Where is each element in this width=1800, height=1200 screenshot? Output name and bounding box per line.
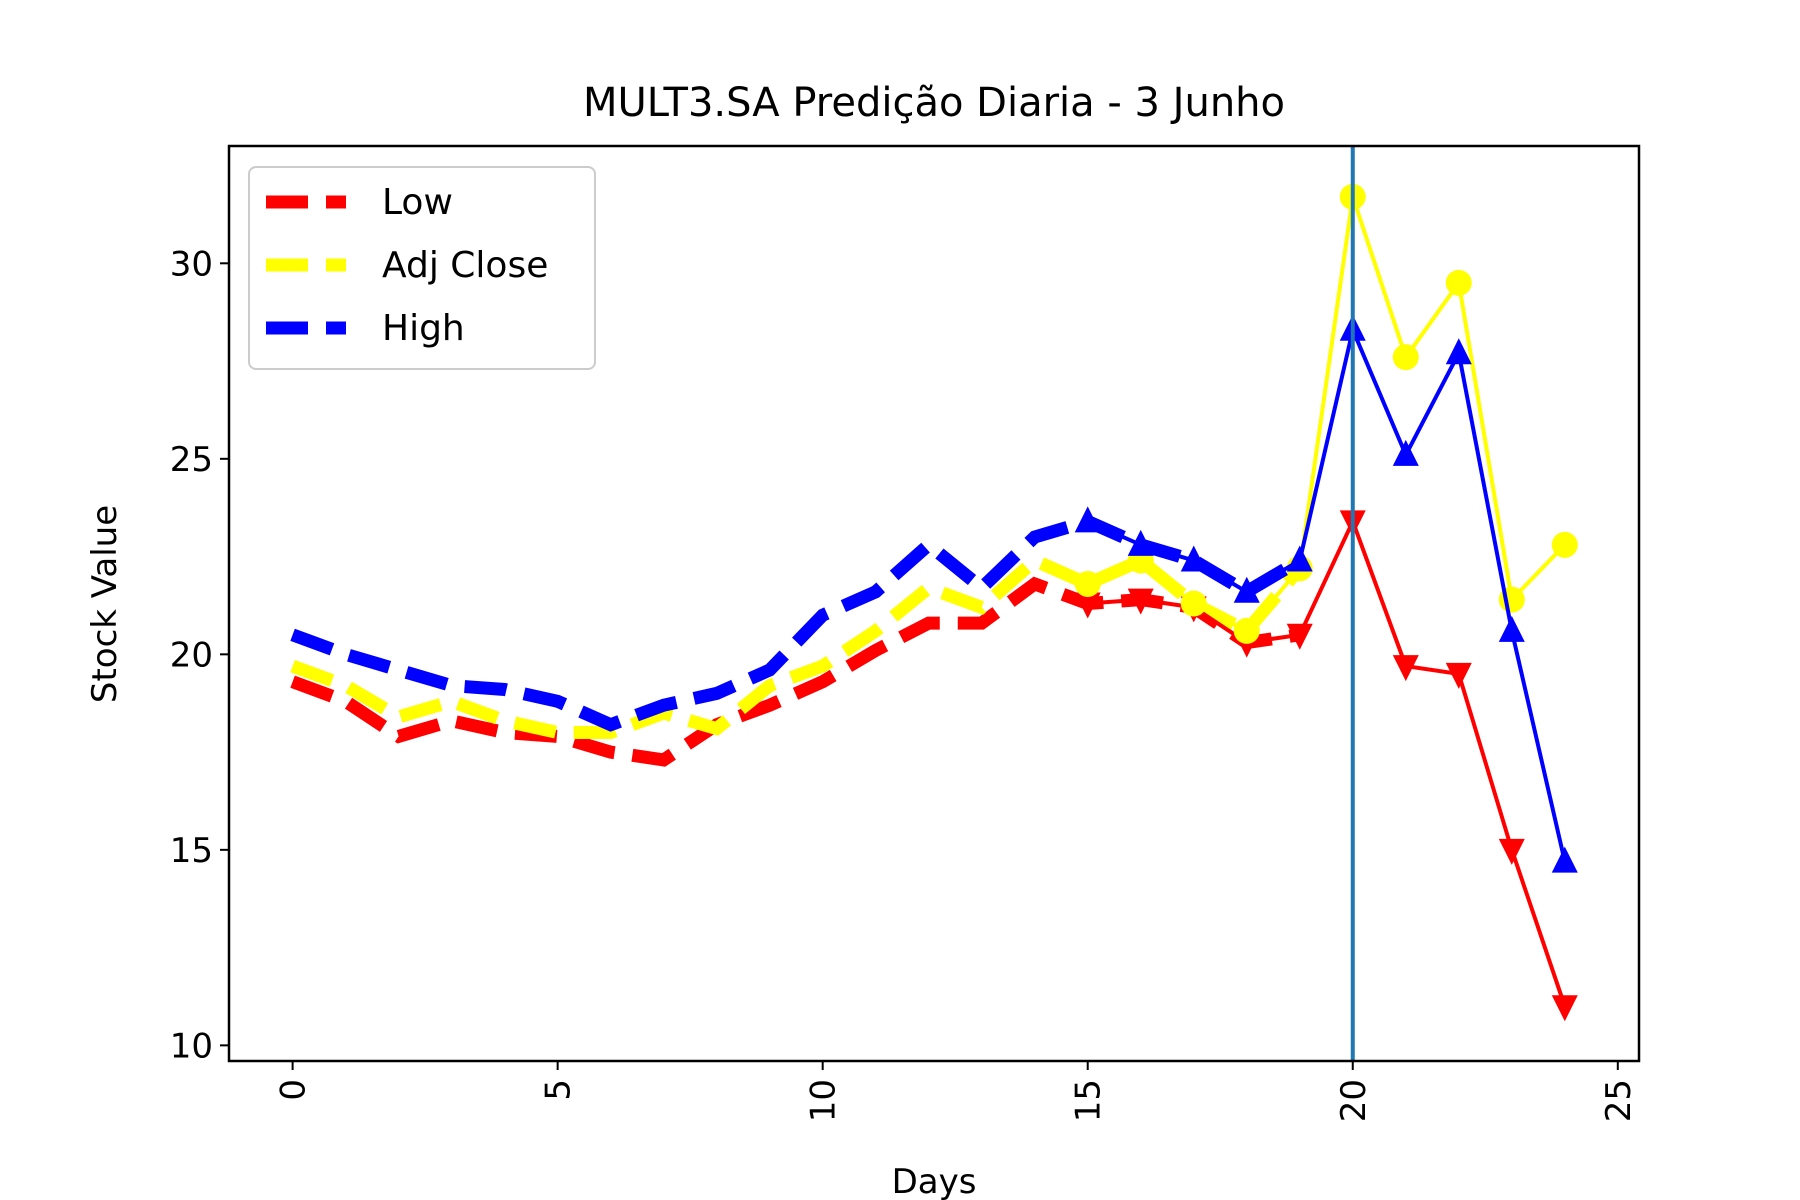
x-axis-label: Days [892, 1162, 977, 1200]
data-point [1551, 531, 1578, 558]
chart-title: MULT3.SA Predição Diaria - 3 Junho [583, 80, 1285, 126]
legend-box [248, 166, 596, 370]
data-point [1392, 439, 1419, 466]
y-tick-label: 15 [170, 831, 213, 871]
y-tick-label: 25 [170, 440, 213, 480]
data-point [1127, 588, 1154, 615]
data-point [1445, 338, 1472, 365]
data-point [1392, 344, 1419, 371]
y-tick-label: 30 [170, 244, 213, 284]
data-point [1286, 623, 1313, 650]
data-point [1233, 617, 1260, 644]
x-tick-label: 20 [1334, 1079, 1374, 1122]
data-point [1445, 662, 1472, 689]
x-tick-label: 0 [274, 1079, 314, 1101]
x-tick-label: 10 [804, 1079, 844, 1122]
legend-label: Adj Close [382, 245, 548, 286]
data-point [1392, 655, 1419, 682]
plot-frame [227, 144, 1641, 1063]
data-point [1180, 545, 1207, 572]
x-tick-label: 25 [1599, 1079, 1639, 1122]
data-point [1074, 506, 1101, 533]
data-point [1498, 615, 1525, 642]
data-point [1127, 529, 1154, 556]
x-tick-label: 5 [539, 1079, 579, 1101]
y-tick-label: 20 [170, 635, 213, 675]
series-line-predicted-High [1086, 323, 1567, 863]
y-tick-label: 10 [170, 1026, 213, 1066]
y-axis: 10 15 20 25 30 [170, 244, 229, 1066]
x-tick-label: 15 [1069, 1079, 1109, 1122]
data-point [1286, 545, 1313, 572]
data-point [1551, 995, 1578, 1022]
legend: Low Adj Close High [248, 166, 596, 370]
series-line-predicted-Adj Close [1086, 196, 1567, 634]
data-point [1498, 838, 1525, 865]
x-axis: 0 5 10 15 20 25 [274, 1061, 1639, 1122]
data-point [1233, 576, 1260, 603]
data-point [1180, 590, 1207, 617]
y-axis-label: Stock Value [85, 505, 125, 703]
legend-label: High [382, 308, 465, 349]
legend-label: Low [382, 182, 453, 223]
series-line-historical-Adj Close [290, 552, 1305, 739]
data-point [1074, 592, 1101, 619]
plot-marks [290, 146, 1578, 1061]
data-point [1074, 570, 1101, 597]
data-point [1445, 269, 1472, 296]
data-point [1551, 846, 1578, 873]
series-line-predicted-Low [1087, 516, 1567, 1007]
